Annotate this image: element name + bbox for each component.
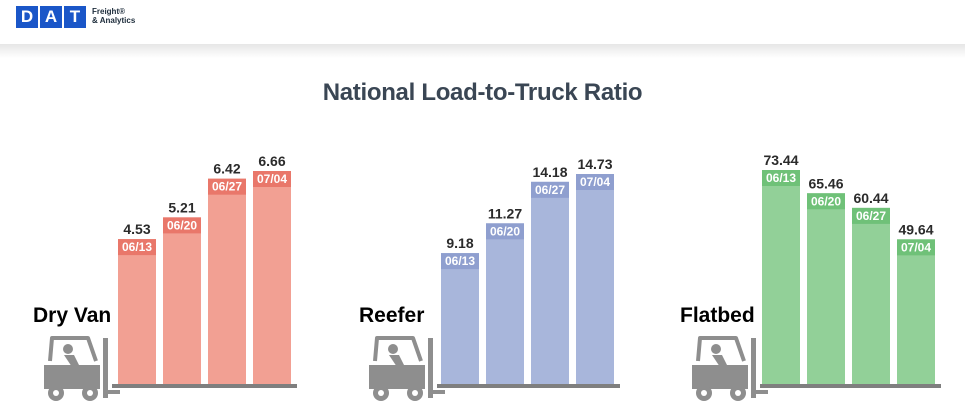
bar-value-label: 11.27 xyxy=(488,205,522,221)
bar-date-label: 06/27 xyxy=(535,183,565,197)
bar-date-label: 06/27 xyxy=(856,209,886,223)
bar-date-band xyxy=(897,239,935,256)
forklift-icon xyxy=(692,336,768,401)
bar-date-band xyxy=(118,239,156,256)
logo-letter-t: T xyxy=(64,6,86,28)
chart-panel-reefer: Reefer 06/13 9.18 06/20 11.27 06/27 14.18 07/04… xyxy=(359,156,620,401)
bar-date-band xyxy=(531,181,569,198)
chart-title: National Load-to-Truck Ratio xyxy=(322,79,643,106)
forklift-icon xyxy=(369,336,445,401)
logo-letter-d: D xyxy=(16,6,38,28)
bar xyxy=(897,239,935,384)
logo-text: Freight® & Analytics xyxy=(92,7,135,25)
chart-panel-dry-van: Dry Van 06/13 4.53 06/20 5.21 06/27 6.42 07/04 6… xyxy=(33,153,297,401)
baseline xyxy=(112,384,297,388)
bar xyxy=(852,207,890,384)
bar-date-label: 06/13 xyxy=(766,171,796,185)
bar-value-label: 49.64 xyxy=(898,221,933,237)
bar xyxy=(807,193,845,384)
bar-date-label: 07/04 xyxy=(580,175,610,189)
bar xyxy=(208,178,246,384)
bar xyxy=(118,239,156,384)
bar-value-label: 60.44 xyxy=(853,190,888,206)
bar xyxy=(163,217,201,384)
bar-value-label: 14.18 xyxy=(532,164,567,180)
logo-tm: ® xyxy=(119,7,126,16)
panel-label: Reefer xyxy=(359,304,424,327)
logo-letter-a: A xyxy=(40,6,62,28)
header: D A T Freight® & Analytics xyxy=(0,0,965,48)
chart-panel-flatbed: Flatbed 06/13 73.44 06/20 65.46 06/27 60.44 07/… xyxy=(680,152,941,401)
bar-date-label: 07/04 xyxy=(901,240,931,254)
baseline xyxy=(437,384,620,388)
bar-date-label: 06/27 xyxy=(212,180,242,194)
bar-date-label: 07/04 xyxy=(257,172,287,186)
bar-date-band xyxy=(762,170,800,186)
bar-date-band xyxy=(576,174,614,190)
bar-value-label: 73.44 xyxy=(763,152,798,168)
bar-value-label: 14.73 xyxy=(577,156,612,172)
bar-value-label: 9.18 xyxy=(446,235,473,251)
bar-date-label: 06/20 xyxy=(167,218,197,232)
bar xyxy=(486,223,524,384)
panel-label: Flatbed xyxy=(680,304,755,327)
bar-date-band xyxy=(852,207,890,224)
bar-date-band xyxy=(163,217,201,234)
forklift-icon xyxy=(44,336,120,401)
bar-date-band xyxy=(486,223,524,240)
header-divider xyxy=(0,44,965,58)
bar-date-band xyxy=(208,178,246,195)
bar xyxy=(531,181,569,384)
bar xyxy=(576,174,614,384)
bar-date-label: 06/13 xyxy=(122,240,152,254)
bar xyxy=(441,253,479,384)
bar-value-label: 65.46 xyxy=(808,175,843,191)
panel-label: Dry Van xyxy=(33,304,111,327)
dat-logo[interactable]: D A T Freight® & Analytics xyxy=(16,6,135,28)
bar-value-label: 6.66 xyxy=(258,153,285,169)
bar-value-label: 4.53 xyxy=(123,221,150,237)
bar-date-band xyxy=(807,193,845,210)
logo-line2: & Analytics xyxy=(92,16,136,25)
bar xyxy=(253,171,291,384)
bar-date-label: 06/20 xyxy=(811,194,841,208)
bar xyxy=(762,170,800,384)
bar-date-band xyxy=(253,171,291,187)
bar-date-label: 06/13 xyxy=(445,254,475,268)
bar-value-label: 6.42 xyxy=(213,161,240,177)
baseline xyxy=(760,384,941,388)
bar-value-label: 5.21 xyxy=(168,199,195,215)
bar-date-label: 06/20 xyxy=(490,224,520,238)
logo-line1: Freight xyxy=(92,7,120,16)
bar-date-band xyxy=(441,253,479,270)
